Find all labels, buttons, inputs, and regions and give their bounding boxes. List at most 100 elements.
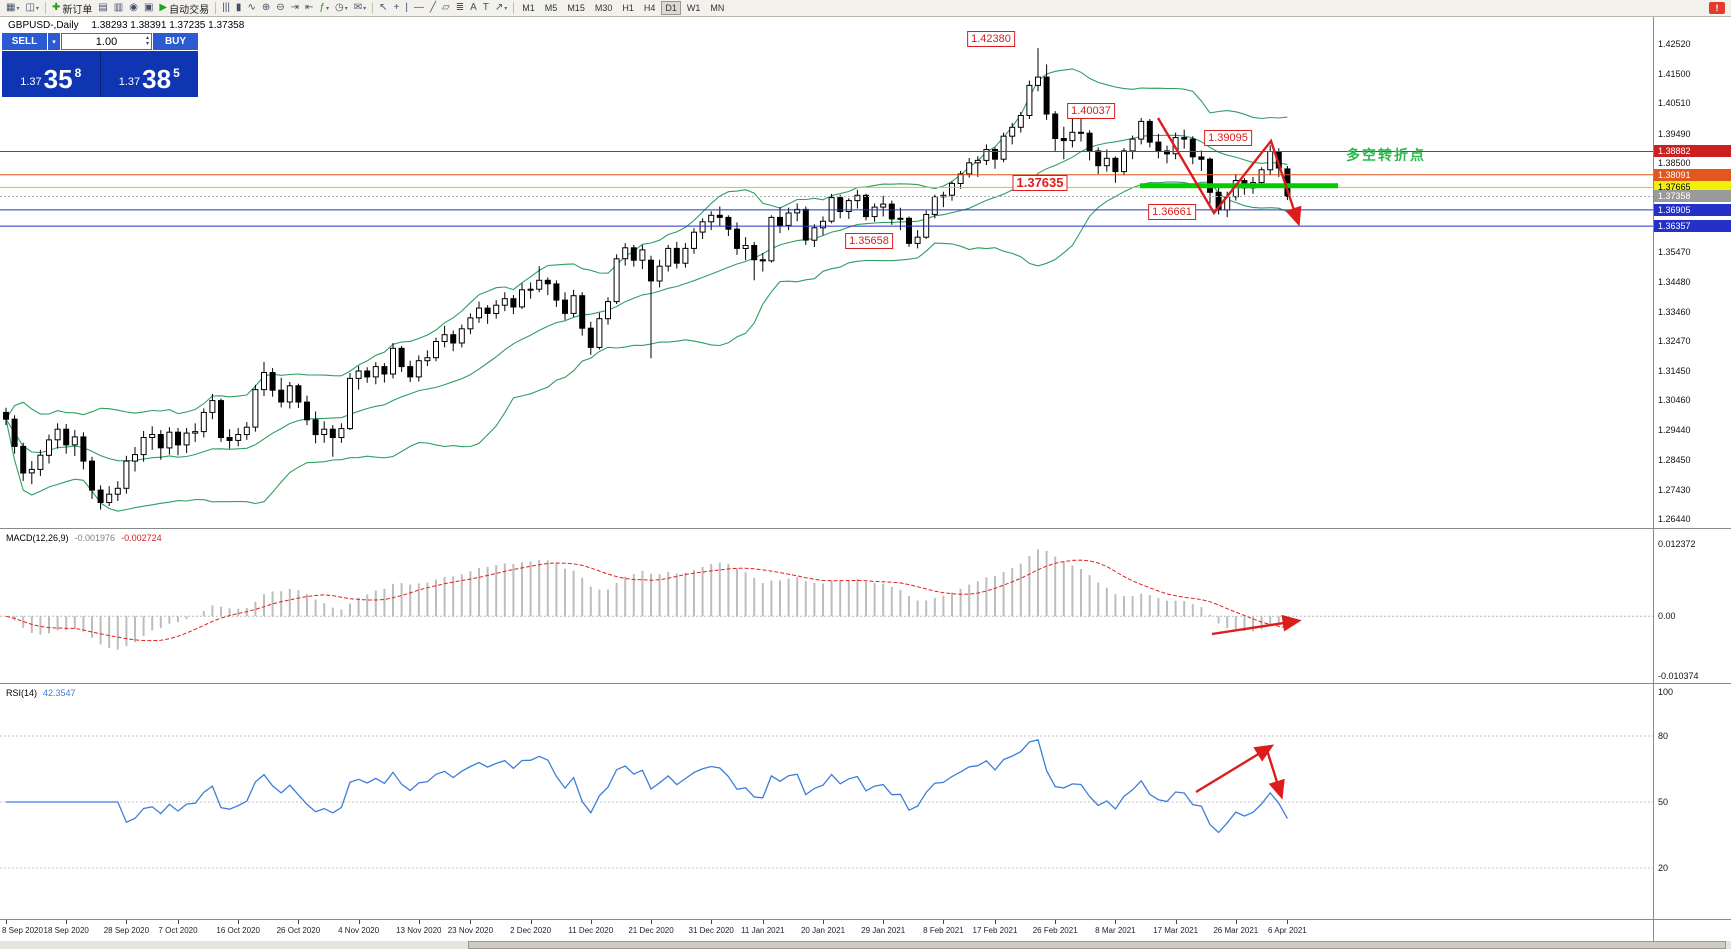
toolbar-data-window-button[interactable]: ▥ xyxy=(112,1,125,15)
time-tick xyxy=(178,920,179,924)
macd-indicator-label: MACD(12,26,9) -0.001976 -0.002724 xyxy=(6,533,162,543)
time-axis-separator xyxy=(0,919,1731,920)
toolbar-terminal-button[interactable]: ▣ xyxy=(142,1,155,15)
time-axis-label: 17 Mar 2021 xyxy=(1153,926,1199,935)
zoom-in-icon: ⊕ xyxy=(261,2,271,13)
price-annotation[interactable]: 1.35658 xyxy=(845,233,893,249)
toolbar-horizontal-line-button[interactable]: ― xyxy=(412,1,426,15)
h-scrollbar[interactable] xyxy=(0,941,1731,949)
timeframe-d1-button[interactable]: D1 xyxy=(661,1,681,15)
time-tick xyxy=(470,920,472,924)
toolbar-cursor-button[interactable]: ↖ xyxy=(377,1,389,15)
toolbar-chart-shift-button[interactable]: ⇤ xyxy=(303,1,315,15)
toolbar-profiles-button[interactable]: ◫ ▾ xyxy=(23,1,40,15)
auto-trading-label: 自动交易 xyxy=(169,4,210,16)
timeframe-m1-button[interactable]: M1 xyxy=(522,3,535,13)
toolbar-indicators-button[interactable]: ƒ ▾ xyxy=(317,1,331,15)
one-click-menu-button[interactable]: ▾ xyxy=(48,33,60,50)
toolbar-templates-button[interactable]: ✉ ▾ xyxy=(352,1,368,15)
macd-signal-value: -0.002724 xyxy=(121,533,162,543)
time-axis-label: 2 Dec 2020 xyxy=(510,926,552,935)
price-annotation[interactable]: 1.36661 xyxy=(1148,204,1196,220)
chevron-down-icon: ▾ xyxy=(35,5,39,12)
text-icon: A xyxy=(470,2,477,13)
cursor-icon: ↖ xyxy=(379,2,388,13)
toolbar-crosshair-button[interactable]: + xyxy=(392,1,402,15)
zoom-out-icon: ⊖ xyxy=(276,2,285,13)
toolbar-auto-trading-button[interactable]: ▶ 自动交易 xyxy=(157,1,211,16)
price-tag-1.38091: 1.38091 xyxy=(1654,168,1731,181)
toolbar-text-label-button[interactable]: T xyxy=(481,1,491,15)
periods-icon: ◷ xyxy=(334,2,344,13)
rsi-value: 42.3547 xyxy=(43,688,76,698)
toolbar-navigator-button[interactable]: ◉ xyxy=(127,1,140,15)
toolbar-equidistant-channel-button[interactable]: ▱ xyxy=(440,1,452,15)
toolbar-new-chart-button[interactable]: ▦ ▾ xyxy=(4,1,21,15)
trend-arrow[interactable] xyxy=(1195,744,1275,794)
toolbar-line-chart-button[interactable]: ∿ xyxy=(245,1,257,15)
terminal-icon: ▣ xyxy=(143,2,154,13)
buy-price-display[interactable]: 1.37 38 5 xyxy=(101,51,199,97)
trend-arrow[interactable] xyxy=(1156,117,1302,227)
price-annotation[interactable]: 1.40037 xyxy=(1067,103,1115,119)
bollinger-band-line xyxy=(5,134,1288,462)
main-price-pane[interactable] xyxy=(0,17,1653,528)
timeframe-mn-button[interactable]: MN xyxy=(710,3,725,13)
toolbar-bar-chart-button[interactable]: ||| xyxy=(220,1,232,15)
price-tag-1.37665: 1.37665 xyxy=(1654,181,1731,194)
price-annotation[interactable]: 1.42380 xyxy=(967,31,1015,47)
toolbar-market-watch-button[interactable]: ▤ xyxy=(96,1,109,15)
volume-up-button[interactable]: ▴ xyxy=(145,35,149,41)
pane-separator[interactable] xyxy=(0,683,1731,684)
toolbar-fibonacci-button[interactable]: ≣ xyxy=(454,1,466,15)
price-axis-label: 1.41500 xyxy=(1658,69,1691,80)
macd-pane[interactable] xyxy=(0,530,1653,683)
h-scrollbar-thumb[interactable] xyxy=(468,941,1726,949)
line-chart-icon: ∿ xyxy=(247,2,256,13)
time-axis-label: 21 Dec 2020 xyxy=(628,926,674,935)
toolbar-arrows-button[interactable]: ↗ ▾ xyxy=(493,1,509,15)
sell-price-display[interactable]: 1.37 35 8 xyxy=(2,51,100,97)
timeframe-m15-button[interactable]: M15 xyxy=(567,3,585,13)
toolbar-candlestick-chart-button[interactable]: ▮ xyxy=(234,1,244,15)
timeframe-m30-button[interactable]: M30 xyxy=(594,3,613,13)
price-axis-label: 1.38500 xyxy=(1658,157,1691,168)
note-annotation[interactable]: 多空转折点 xyxy=(1346,147,1426,163)
time-axis-label: 4 Nov 2020 xyxy=(338,926,380,935)
timeframe-m5-button[interactable]: M5 xyxy=(544,3,558,13)
buy-price-point: 5 xyxy=(173,66,180,80)
toolbar-text-button[interactable]: A xyxy=(468,1,479,15)
pane-separator[interactable] xyxy=(0,528,1731,529)
timeframe-h1-button[interactable]: H1 xyxy=(622,3,634,13)
volume-down-button[interactable]: ▾ xyxy=(145,41,149,47)
rsi-axis-label: 100 xyxy=(1658,687,1674,697)
toolbar-periods-button[interactable]: ◷ ▾ xyxy=(333,1,350,15)
trend-arrow[interactable] xyxy=(1211,614,1302,636)
toolbar-zoom-in-button[interactable]: ⊕ xyxy=(260,1,272,15)
toolbar-new-order-button[interactable]: ✚ 新订单 xyxy=(50,1,94,16)
sell-button[interactable]: SELL xyxy=(2,33,47,50)
buy-button[interactable]: BUY xyxy=(153,33,198,50)
time-tick xyxy=(883,920,885,924)
timeframe-h4-button[interactable]: H4 xyxy=(643,3,656,13)
market-watch-icon: ▤ xyxy=(98,2,108,13)
trend-arrow[interactable] xyxy=(1265,749,1285,800)
timeframe-w1-button[interactable]: W1 xyxy=(686,3,701,13)
toolbar-vertical-line-button[interactable]: | xyxy=(403,1,410,15)
rsi-pane[interactable] xyxy=(0,685,1653,918)
time-tick xyxy=(418,920,420,924)
toolbar-trendline-button[interactable]: ╱ xyxy=(428,1,438,15)
toolbar-separator xyxy=(372,2,374,14)
text-label-icon: T xyxy=(482,2,489,13)
volume-input[interactable]: 1.00 ▴ ▾ xyxy=(61,33,152,50)
price-tag-1.38882: 1.38882 xyxy=(1654,145,1731,158)
price-axis-label: 1.34480 xyxy=(1658,276,1691,287)
price-axis-label: 1.42520 xyxy=(1658,39,1691,49)
alert-button[interactable]: ! xyxy=(1709,2,1725,14)
price-annotation[interactable]: 1.37635 xyxy=(1012,175,1068,191)
price-annotation[interactable]: 1.39095 xyxy=(1204,130,1252,146)
toolbar-auto-scroll-button[interactable]: ⇥ xyxy=(289,1,301,15)
price-axis-label: 1.29440 xyxy=(1658,425,1691,436)
toolbar-zoom-out-button[interactable]: ⊖ xyxy=(274,1,286,15)
